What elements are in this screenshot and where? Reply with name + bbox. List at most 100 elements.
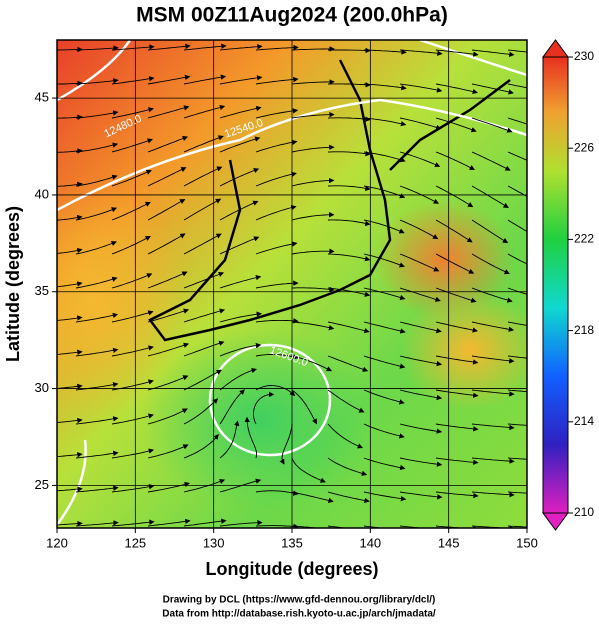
streamline xyxy=(291,355,333,372)
streamline xyxy=(183,518,227,527)
streamline xyxy=(471,457,515,464)
title: MSM 00Z11Aug2024 (200.0hPa) xyxy=(136,4,448,27)
streamline xyxy=(507,491,527,494)
x-tick-label: 145 xyxy=(438,535,460,550)
y-tick-label: 30 xyxy=(35,380,49,395)
streamline xyxy=(435,321,478,333)
streamline xyxy=(291,321,335,331)
colorbar-tick-label: 218 xyxy=(574,323,594,337)
streamline xyxy=(75,382,119,391)
streamline xyxy=(183,271,225,289)
streamline xyxy=(219,44,263,51)
streamline xyxy=(435,219,473,243)
streamline xyxy=(219,105,262,119)
streamline xyxy=(507,389,527,393)
streamline xyxy=(219,236,260,255)
colorbar-tick-label: 210 xyxy=(574,505,594,519)
streamline xyxy=(75,142,119,153)
streamline xyxy=(255,76,299,85)
streamline xyxy=(399,253,440,272)
streamline xyxy=(255,318,299,324)
streamline xyxy=(399,117,442,130)
x-tick-label: 120 xyxy=(46,535,68,550)
streamline xyxy=(75,240,117,255)
streamline xyxy=(291,491,334,503)
streamline xyxy=(183,369,222,391)
streamline xyxy=(255,108,299,119)
streamline xyxy=(507,457,527,460)
streamline xyxy=(183,233,222,255)
streamline xyxy=(471,321,515,332)
streamline xyxy=(219,478,262,493)
streamline xyxy=(399,151,441,168)
streamlines xyxy=(57,43,527,528)
streamline xyxy=(399,49,443,57)
streamline xyxy=(57,46,83,53)
streamline xyxy=(399,219,439,240)
y-tick-label: 25 xyxy=(35,477,49,492)
streamline xyxy=(327,82,371,88)
streamline xyxy=(255,205,297,221)
streamline xyxy=(111,76,155,85)
streamline xyxy=(435,117,477,133)
streamline xyxy=(111,345,154,357)
streamline xyxy=(435,185,474,208)
streamline xyxy=(507,287,527,295)
streamline xyxy=(507,355,527,359)
contour-line xyxy=(57,98,527,212)
streamline xyxy=(399,423,443,434)
streamline xyxy=(363,287,406,301)
streamline xyxy=(291,46,335,52)
streamline xyxy=(57,247,83,254)
streamline xyxy=(327,219,371,227)
streamline xyxy=(147,408,188,425)
streamline xyxy=(147,271,188,289)
streamline xyxy=(435,423,479,432)
colorbar-tick-label: 226 xyxy=(574,140,594,154)
contour-line xyxy=(208,343,332,457)
streamline xyxy=(57,80,83,87)
streamline xyxy=(147,135,189,153)
warm-area xyxy=(57,180,185,420)
plot-area: 12480.0 12540.0 12600.0 xyxy=(57,40,527,528)
streamline xyxy=(219,311,262,323)
streamline xyxy=(435,355,479,365)
streamline xyxy=(399,491,443,500)
x-tick-label: 135 xyxy=(281,535,303,550)
streamline xyxy=(327,185,371,192)
streamline xyxy=(471,83,514,95)
streamline xyxy=(507,321,527,326)
streamline xyxy=(255,523,299,528)
streamline xyxy=(291,286,335,293)
streamline xyxy=(471,491,515,498)
streamline xyxy=(255,139,298,153)
streamline xyxy=(57,281,83,288)
streamline xyxy=(471,355,515,364)
streamline xyxy=(75,276,118,289)
credit: Drawing by DCL (https://www.gfd-dennou.o… xyxy=(163,595,436,606)
streamline xyxy=(57,349,83,355)
streamline xyxy=(147,233,186,255)
streamline xyxy=(471,185,509,208)
grid xyxy=(57,40,527,528)
streamline xyxy=(183,104,226,119)
contour-line xyxy=(57,40,132,102)
streamline xyxy=(327,457,368,476)
streamline xyxy=(399,321,442,334)
streamline xyxy=(75,450,119,459)
x-tick-label: 140 xyxy=(359,535,381,550)
streamline xyxy=(399,185,439,204)
streamline xyxy=(219,389,245,425)
streamline xyxy=(219,75,263,85)
coastline xyxy=(148,59,511,342)
streamline xyxy=(363,219,405,234)
streamline xyxy=(57,486,83,492)
streamline xyxy=(75,347,119,357)
streamline xyxy=(57,315,83,321)
streamline xyxy=(147,199,186,221)
cool-area xyxy=(140,330,380,510)
streamline xyxy=(183,198,222,221)
streamline xyxy=(435,491,479,499)
streamline xyxy=(219,519,263,527)
